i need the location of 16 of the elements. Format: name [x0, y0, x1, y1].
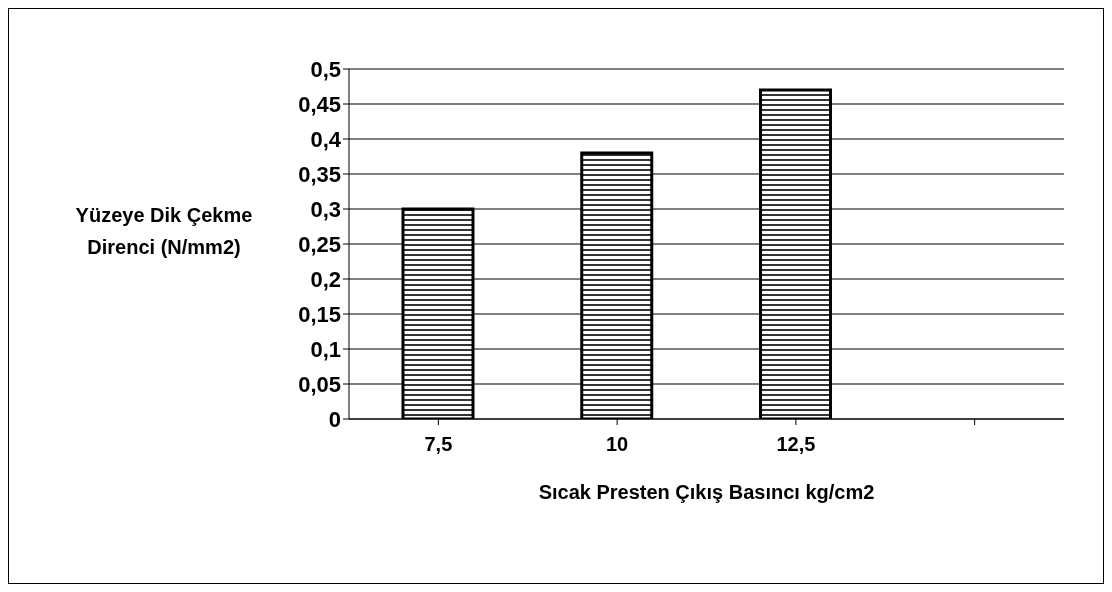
x-tick-label: 10: [606, 433, 629, 456]
y-tick-label: 0,2: [310, 266, 341, 292]
y-axis-title: Yüzeye Dik Çekme Direnci (N/mm2): [74, 203, 254, 260]
y-tick-label: 0,4: [310, 126, 342, 152]
x-axis-title: Sıcak Presten Çıkış Basıncı kg/cm2: [538, 481, 875, 503]
y-tick-label: 0,05: [298, 371, 341, 397]
y-tick-label: 0,15: [298, 301, 341, 327]
y-tick-label: 0,45: [298, 91, 341, 117]
y-tick-label: 0,25: [298, 231, 341, 257]
y-tick-label: 0,3: [310, 196, 341, 222]
x-tick-label: 7,5: [424, 433, 453, 456]
x-tick-label: 12,5: [776, 433, 816, 456]
y-tick-label: 0,35: [298, 161, 341, 187]
y-tick-label: 0,5: [310, 56, 341, 82]
y-tick-label: 0: [328, 406, 341, 432]
y-tick-label: 0,1: [310, 336, 341, 362]
